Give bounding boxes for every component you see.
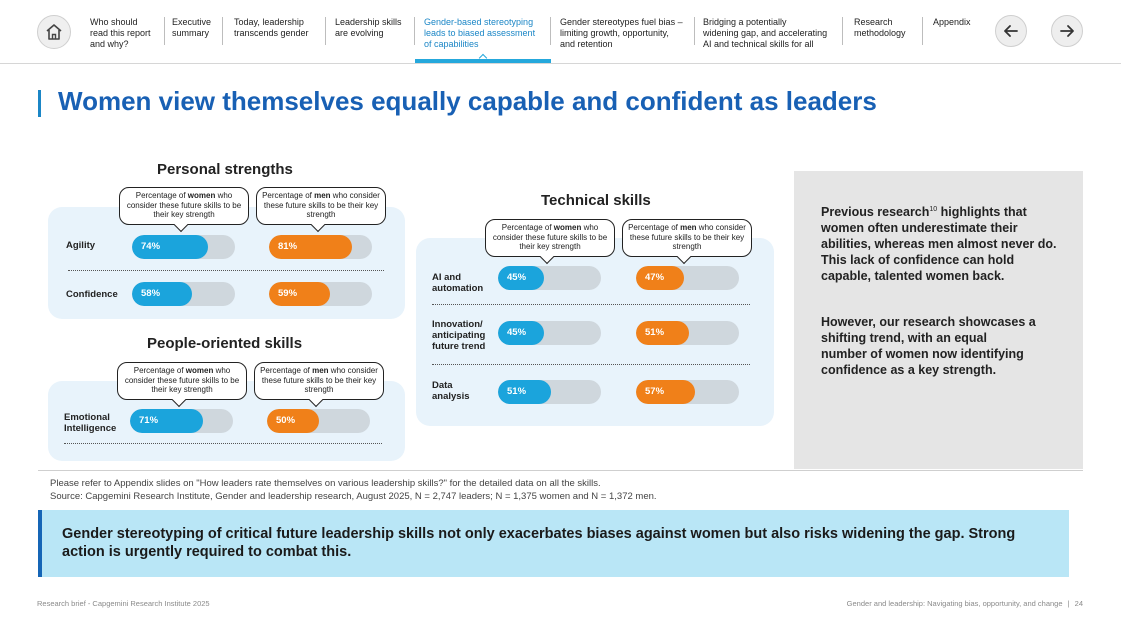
men-callout: Percentage of men who consider these fut… <box>256 187 386 225</box>
nav-separator <box>694 17 695 45</box>
nav-separator <box>922 17 923 45</box>
men-bar-emotional-intelligence: 50% <box>267 409 370 433</box>
key-takeaway-text: Gender stereotyping of critical future l… <box>62 526 1016 560</box>
nav-item-bridging-gap[interactable]: Bridging a potentially widening gap, and… <box>703 17 828 49</box>
women-bar-value: 74% <box>141 241 161 252</box>
men-bar-fill <box>269 282 330 306</box>
women-bar-agility: 74% <box>132 235 235 259</box>
men-bar-fill <box>636 321 689 345</box>
men-bar-value: 47% <box>645 272 665 283</box>
insight-box <box>794 171 1083 469</box>
women-bar-fill <box>132 282 192 306</box>
men-bar-value: 57% <box>645 386 665 397</box>
row-label-confidence: Confidence <box>66 289 118 300</box>
nav-item-research-methodology[interactable]: Research methodology <box>854 17 906 38</box>
technical-skills-heading: Technical skills <box>541 192 651 209</box>
row-divider <box>64 443 382 444</box>
men-callout: Percentage of men who consider these fut… <box>254 362 384 400</box>
women-bar-fill <box>130 409 204 433</box>
women-bar-value: 45% <box>507 327 527 338</box>
men-bar-fill <box>267 409 319 433</box>
women-bar-emotional-intelligence: 71% <box>130 409 233 433</box>
row-label-agility: Agility <box>66 240 96 251</box>
nav-item-gender-stereotyping[interactable]: Gender-based stereotyping leads to biase… <box>424 17 536 49</box>
previous-page-button[interactable] <box>995 15 1027 47</box>
women-bar-confidence: 58% <box>132 282 235 306</box>
men-bar-ai-automation: 47% <box>636 266 739 290</box>
women-bar-fill <box>498 380 551 404</box>
title-accent-bar <box>38 90 41 117</box>
women-bar-fill <box>132 235 209 259</box>
home-button[interactable] <box>37 15 71 49</box>
active-tab-indicator <box>415 59 551 63</box>
footer-right: Gender and leadership: Navigating bias, … <box>846 599 1083 608</box>
women-bar-fill <box>498 321 545 345</box>
nav-item-leadership-transcends-gender[interactable]: Today, leadership transcends gender <box>234 17 309 38</box>
men-bar-fill <box>636 380 695 404</box>
nav-separator <box>325 17 326 45</box>
men-bar-confidence: 59% <box>269 282 372 306</box>
nav-item-stereotypes-fuel-bias[interactable]: Gender stereotypes fuel bias – limiting … <box>560 17 683 49</box>
page-title: Women view themselves equally capable an… <box>58 86 877 116</box>
insight-paragraph-1: Previous research10 highlights that wome… <box>821 205 1057 284</box>
footer-left: Research brief - Capgemini Research Inst… <box>37 599 210 608</box>
top-navigation: Who should read this report and why? Exe… <box>0 0 1121 64</box>
notes-divider <box>38 470 1083 471</box>
footer-report-title: Gender and leadership: Navigating bias, … <box>846 599 1063 608</box>
nav-item-leadership-skills-evolving[interactable]: Leadership skills are evolving <box>335 17 402 38</box>
row-label-data-analysis: Data analysis <box>432 380 470 402</box>
men-bar-fill <box>636 266 685 290</box>
next-page-button[interactable] <box>1051 15 1083 47</box>
men-bar-innovation: 51% <box>636 321 739 345</box>
women-callout: Percentage of women who consider these f… <box>485 219 615 257</box>
men-callout: Percentage of men who consider these fut… <box>622 219 752 257</box>
arrow-left-icon <box>1004 25 1018 37</box>
nav-separator <box>164 17 165 45</box>
row-divider <box>68 270 384 271</box>
women-callout: Percentage of women who consider these f… <box>119 187 249 225</box>
row-label-innovation: Innovation/ anticipating future trend <box>432 319 486 352</box>
key-takeaway-banner: Gender stereotyping of critical future l… <box>38 510 1069 577</box>
source-note: Source: Capgemini Research Institute, Ge… <box>50 491 657 502</box>
page-number: 24 <box>1074 599 1083 608</box>
nav-item-who-should-read[interactable]: Who should read this report and why? <box>90 17 151 49</box>
row-label-ai-automation: AI and automation <box>432 272 484 294</box>
men-bar-value: 51% <box>645 327 665 338</box>
men-bar-value: 59% <box>278 288 298 299</box>
women-bar-value: 58% <box>141 288 161 299</box>
home-icon <box>46 24 62 40</box>
nav-separator <box>414 17 415 45</box>
insight-paragraph-2: However, our research showcases a shifti… <box>821 315 1036 377</box>
women-bar-fill <box>498 266 545 290</box>
women-bar-value: 71% <box>139 415 159 426</box>
nav-separator <box>550 17 551 45</box>
nav-item-executive-summary[interactable]: Executive summary <box>172 17 212 38</box>
row-label-emotional-intelligence: Emotional Intelligence <box>64 412 117 434</box>
row-divider <box>432 364 750 365</box>
women-bar-value: 45% <box>507 272 527 283</box>
personal-strengths-heading: Personal strengths <box>157 161 293 178</box>
nav-separator <box>842 17 843 45</box>
footnote-reference[interactable]: 10 <box>929 206 938 213</box>
nav-item-appendix[interactable]: Appendix <box>933 17 971 27</box>
men-bar-fill <box>269 235 353 259</box>
women-bar-ai-automation: 45% <box>498 266 601 290</box>
women-callout: Percentage of women who consider these f… <box>117 362 247 400</box>
men-bar-data-analysis: 57% <box>636 380 739 404</box>
men-bar-agility: 81% <box>269 235 372 259</box>
row-divider <box>432 304 750 305</box>
men-bar-value: 81% <box>278 241 298 252</box>
arrow-right-icon <box>1060 25 1074 37</box>
people-oriented-heading: People-oriented skills <box>147 335 303 352</box>
women-bar-value: 51% <box>507 386 527 397</box>
nav-separator <box>222 17 223 45</box>
appendix-note: Please refer to Appendix slides on "How … <box>50 478 601 489</box>
women-bar-data-analysis: 51% <box>498 380 601 404</box>
men-bar-value: 50% <box>276 415 296 426</box>
women-bar-innovation: 45% <box>498 321 601 345</box>
